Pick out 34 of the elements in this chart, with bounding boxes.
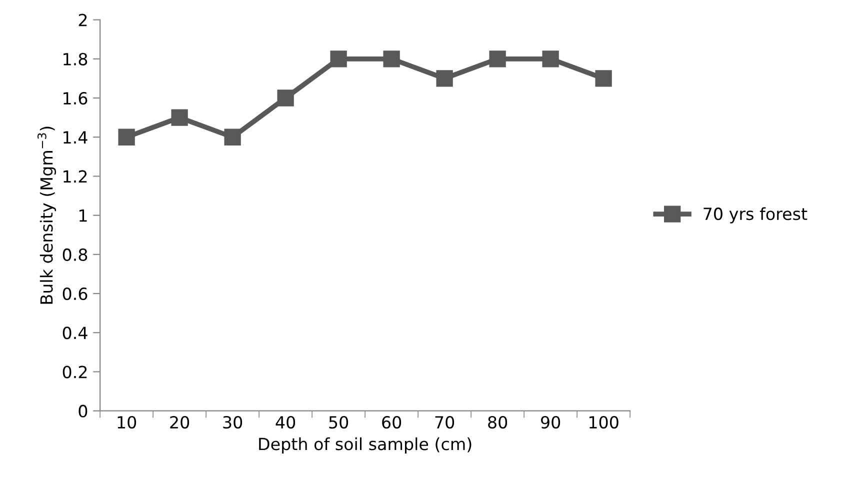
- point: [542, 50, 559, 68]
- x-tick-label: 80: [488, 416, 508, 429]
- y-tick-label: 0.8: [62, 248, 88, 261]
- y-tick-label: 1: [79, 210, 87, 222]
- point: [330, 50, 347, 68]
- y-tick-label: 1.6: [64, 92, 88, 105]
- y-tick-label: 1.4: [64, 131, 88, 144]
- point: [118, 128, 135, 146]
- point: [436, 70, 453, 87]
- x-tick-label: 100: [589, 416, 618, 429]
- y-tick-label: 0.2: [62, 366, 87, 378]
- y-tick-label: 2: [78, 14, 87, 26]
- point: [489, 50, 506, 68]
- x-tick-label: 40: [276, 416, 296, 429]
- x-tick-label: 20: [170, 416, 190, 429]
- legend-label: 70 yrs forest: [704, 207, 808, 224]
- point: [171, 109, 188, 126]
- x-tick-label: 60: [382, 416, 402, 429]
- x-tick-label: 90: [541, 416, 560, 429]
- point: [224, 128, 241, 146]
- x-tick-label: 50: [329, 416, 348, 429]
- x-tick-label: 10: [118, 416, 136, 429]
- x-tick-label: 70: [435, 416, 454, 429]
- point: [383, 50, 400, 68]
- y-tick-label: 0.6: [62, 287, 88, 300]
- y-tick-label: 1.8: [64, 52, 88, 66]
- y-axis-title: Bulk density (Mgm$^{−3}$): [38, 126, 56, 304]
- y-tick-label: 1.2: [64, 170, 87, 183]
- point: [277, 90, 294, 106]
- x-tick-label: 30: [223, 416, 242, 429]
- y-tick-label: 0: [78, 404, 88, 418]
- y-tick-label: 0.4: [62, 326, 88, 340]
- x-axis-title: Depth of soil sample (cm): [259, 437, 472, 454]
- point: [595, 70, 612, 87]
